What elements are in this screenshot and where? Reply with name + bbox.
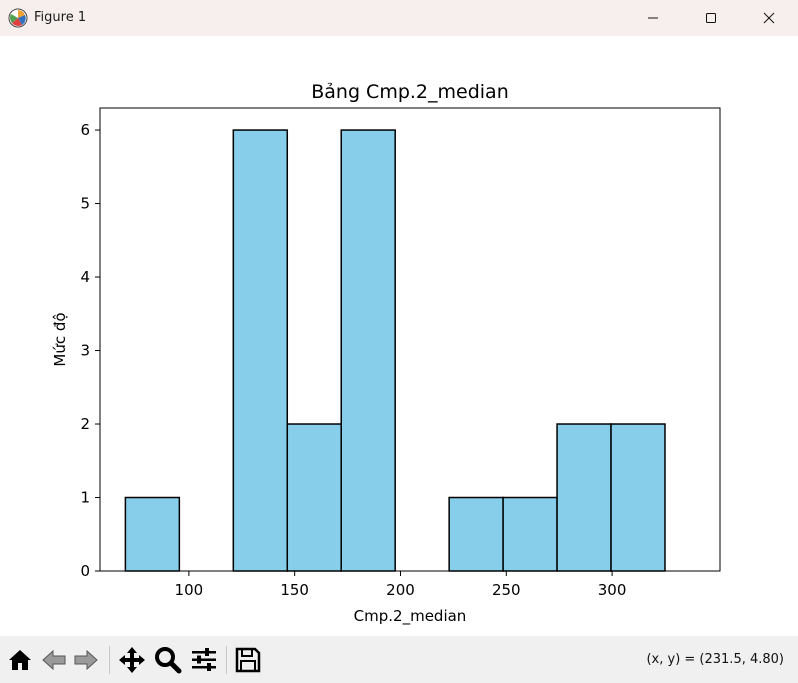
move-icon <box>119 647 145 673</box>
zoom-icon <box>155 647 182 674</box>
window-title: Figure 1 <box>34 10 87 25</box>
forward-arrow-icon <box>74 649 98 671</box>
forward-button[interactable] <box>72 646 100 674</box>
cursor-coordinates: (x, y) = (231.5, 4.80) <box>646 652 784 667</box>
toolbar-separator <box>109 646 110 674</box>
save-button[interactable] <box>234 646 262 674</box>
configure-subplots-button[interactable] <box>190 646 218 674</box>
back-button[interactable] <box>40 646 68 674</box>
minimize-icon <box>648 17 658 19</box>
y-tick-label: 3 <box>80 342 90 360</box>
x-tick-label: 200 <box>386 581 415 599</box>
y-axis-ticks: 0 1 2 3 4 5 6 <box>80 121 100 580</box>
matplotlib-app-icon <box>8 8 28 28</box>
histogram-bar <box>448 496 504 572</box>
x-tick-label: 250 <box>492 581 521 599</box>
close-button[interactable] <box>746 0 792 36</box>
sliders-icon <box>192 648 216 671</box>
back-arrow-icon <box>42 649 66 671</box>
figure-canvas[interactable]: 100 150 200 250 300 0 1 2 3 4 5 6 Bảng Cmp.2_media… <box>0 36 798 636</box>
close-icon <box>763 12 775 24</box>
home-icon <box>9 650 31 670</box>
y-tick-label: 0 <box>80 562 90 580</box>
toolbar-separator <box>226 646 227 674</box>
minimize-button[interactable] <box>630 0 676 36</box>
histogram-bar <box>610 423 666 572</box>
histogram-bar <box>124 496 181 572</box>
x-axis-ticks: 100 150 200 250 300 <box>175 571 627 599</box>
maximize-icon <box>706 13 716 23</box>
home-button[interactable] <box>6 646 34 674</box>
y-tick-label: 6 <box>80 121 90 139</box>
histogram-chart: 100 150 200 250 300 0 1 2 3 4 5 6 Bảng Cmp.2_media… <box>51 81 721 626</box>
save-icon <box>235 647 261 673</box>
y-tick-label: 5 <box>80 195 90 213</box>
histogram-bar <box>286 423 342 572</box>
histogram-bar <box>502 496 558 572</box>
x-axis-label: Cmp.2_median <box>354 607 467 626</box>
axes-frame <box>99 107 721 572</box>
y-tick-label: 1 <box>80 489 90 507</box>
pan-button[interactable] <box>118 646 146 674</box>
navigation-toolbar: (x, y) = (231.5, 4.80) <box>0 636 798 683</box>
x-tick-label: 100 <box>175 581 204 599</box>
zoom-button[interactable] <box>154 646 182 674</box>
y-tick-label: 4 <box>80 268 90 286</box>
x-tick-label: 300 <box>598 581 627 599</box>
x-tick-label: 150 <box>280 581 309 599</box>
bars-group <box>124 129 666 572</box>
maximize-button[interactable] <box>688 0 734 36</box>
y-tick-label: 2 <box>80 415 90 433</box>
y-axis-label: Mức độ <box>51 312 69 366</box>
chart-title: Bảng Cmp.2_median <box>311 81 509 103</box>
histogram-bar <box>556 423 612 572</box>
title-bar: Figure 1 <box>0 0 798 36</box>
histogram-bar <box>340 129 396 572</box>
histogram-bar <box>232 129 289 572</box>
